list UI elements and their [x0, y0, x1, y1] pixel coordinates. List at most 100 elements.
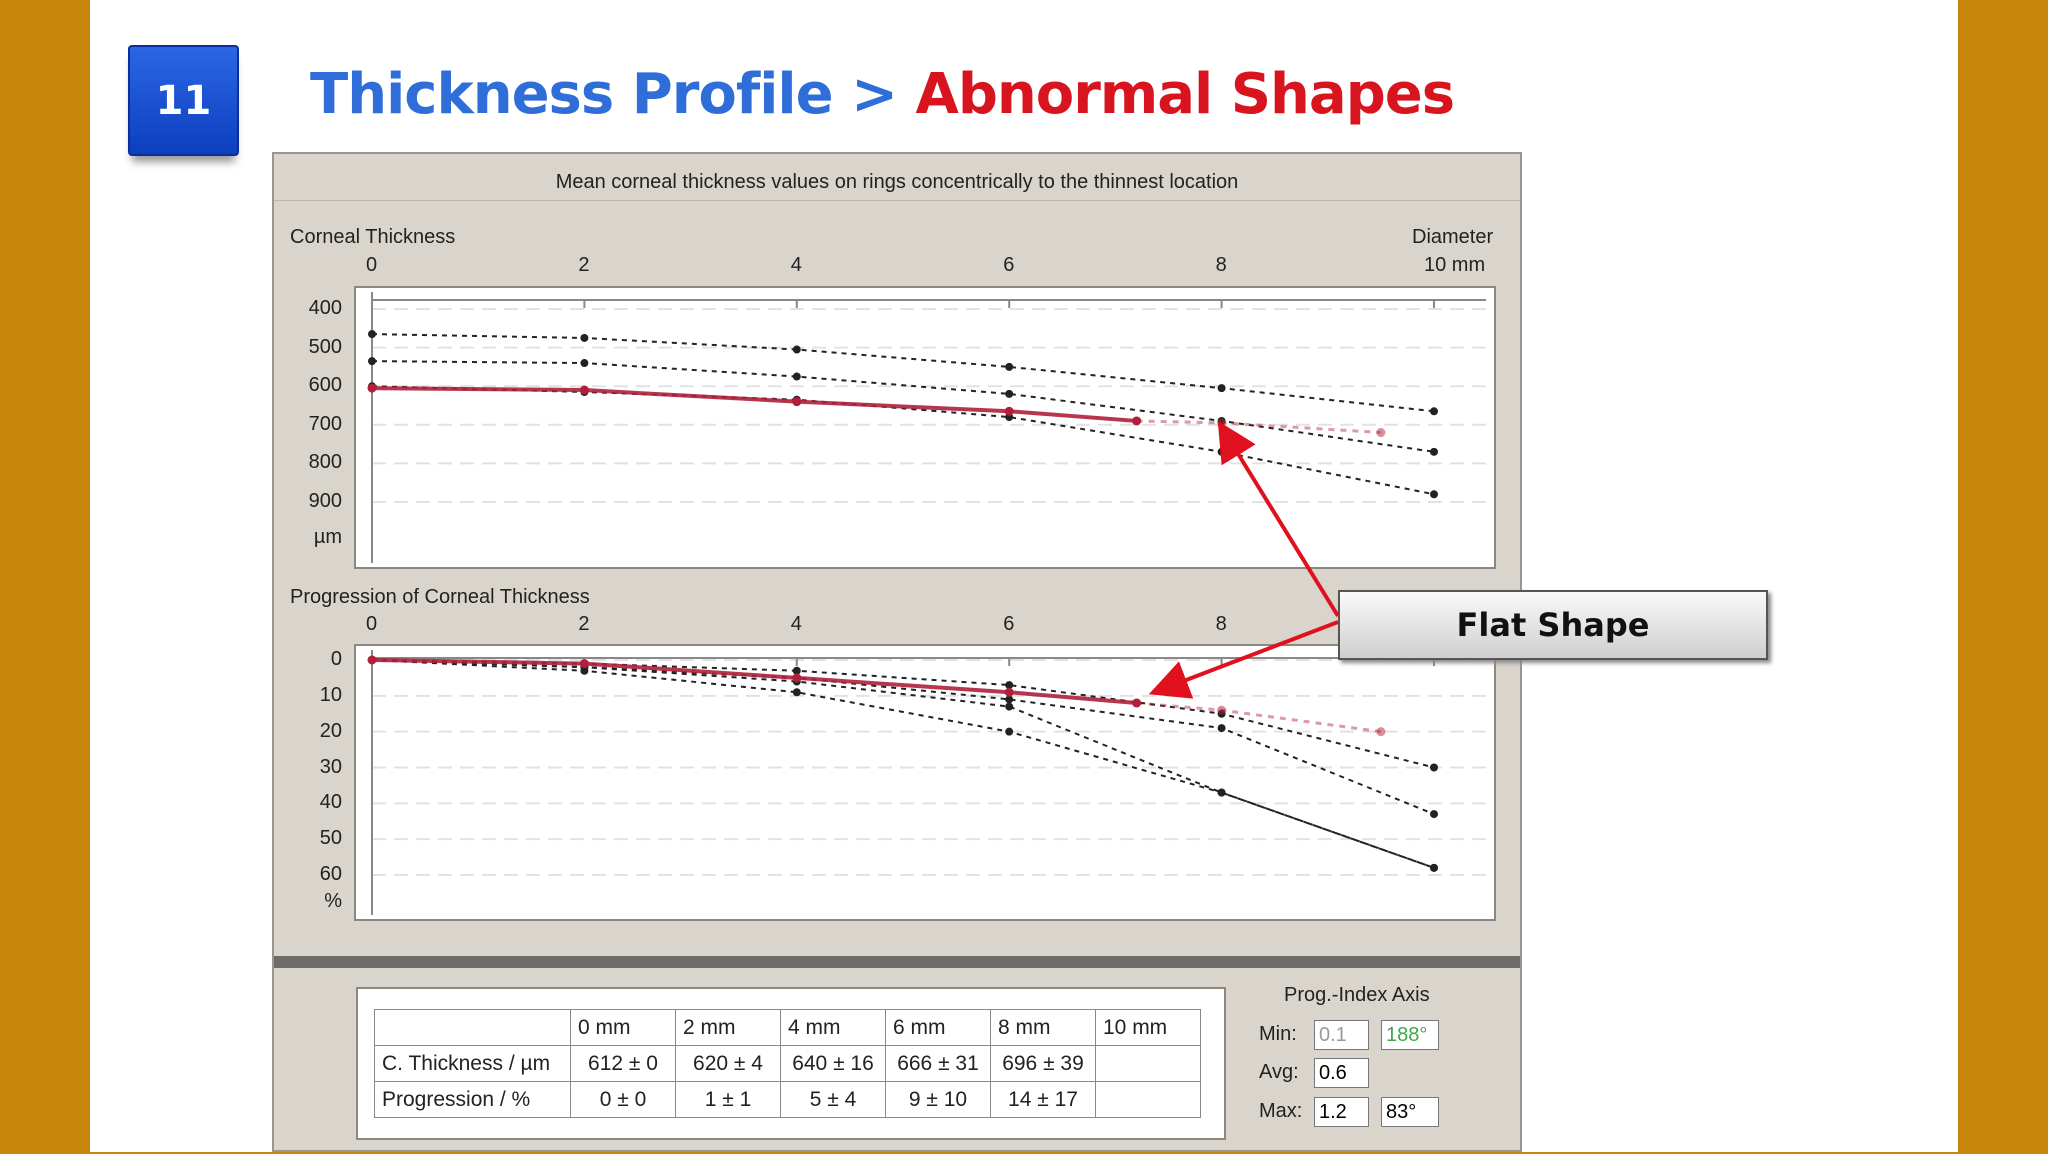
table-cell: 0 ± 0: [570, 1081, 676, 1118]
corneal-thickness-plot: [354, 286, 1496, 569]
data-point: [792, 345, 801, 354]
y-tick-label: 60: [319, 863, 342, 885]
data-point: [792, 372, 801, 381]
prog-index-title: Prog.-Index Axis: [1284, 984, 1430, 1006]
table-cell: 6 mm: [885, 1009, 991, 1046]
data-point: [580, 333, 589, 342]
x-tick-label: 2: [578, 613, 590, 635]
table-cell: 10 mm: [1095, 1009, 1201, 1046]
table-cell: 1 ± 1: [675, 1081, 781, 1118]
table-cell: 8 mm: [990, 1009, 1096, 1046]
y-tick-label: 800: [308, 451, 342, 474]
min-angle-field[interactable]: 188°: [1381, 1020, 1439, 1050]
data-point: [792, 688, 801, 697]
summary-table-frame: 0 mm 2 mm 4 mm 6 mm 8 mm 10 mm C. Thickn…: [356, 987, 1226, 1140]
table-cell: 640 ± 16: [780, 1045, 886, 1082]
table-cell: 620 ± 4: [675, 1045, 781, 1082]
data-point: [1132, 698, 1142, 708]
series-line: [371, 659, 1435, 869]
min-label: Min:: [1259, 1023, 1297, 1045]
data-point: [367, 655, 377, 665]
data-point: [1430, 863, 1438, 872]
data-point: [368, 330, 376, 339]
data-point: [792, 397, 802, 407]
table-row: Progression / % 0 ± 0 1 ± 1 5 ± 4 9 ± 10…: [374, 1081, 1201, 1118]
data-point: [580, 359, 589, 368]
x-tick-label: 0: [366, 254, 378, 276]
x-tick-label: 6: [1003, 613, 1015, 635]
data-point: [1217, 418, 1227, 428]
table-cell: [374, 1009, 571, 1046]
data-point: [1430, 490, 1438, 499]
avg-value-field[interactable]: 0.6: [1314, 1058, 1369, 1088]
series-line: [371, 385, 1435, 496]
progression-chart: [367, 650, 1486, 915]
y-tick-label: 500: [308, 335, 342, 358]
table-row: C. Thickness / µm 612 ± 0 620 ± 4 640 ± …: [374, 1045, 1201, 1082]
table-cell: Progression / %: [374, 1081, 571, 1118]
x-tick-label: 0: [366, 613, 378, 635]
series-line: [371, 659, 1435, 869]
data-point: [1005, 389, 1014, 398]
table-cell: 696 ± 39: [990, 1045, 1096, 1082]
x-tick-label: 4: [790, 254, 802, 276]
data-point: [368, 357, 376, 366]
data-point: [579, 385, 589, 395]
table-cell: 2 mm: [675, 1009, 781, 1046]
data-point: [1217, 384, 1226, 393]
data-point: [792, 666, 801, 675]
data-point: [1217, 447, 1226, 456]
data-point: [1217, 724, 1226, 733]
top-chart-diameter-label: Diameter: [1412, 226, 1494, 248]
table-cell: 0 mm: [570, 1009, 676, 1046]
top-chart-title: Corneal Thickness: [290, 226, 456, 248]
x-tick-label: 2: [578, 254, 590, 276]
data-point: [1005, 727, 1014, 736]
table-header-row: 0 mm 2 mm 4 mm 6 mm 8 mm 10 mm: [374, 1009, 1201, 1046]
prog-index-axis-group: Prog.-Index Axis Min: 0.1 188° Avg: 0.6 …: [1259, 984, 1499, 1154]
table-cell: 4 mm: [780, 1009, 886, 1046]
data-point: [1005, 702, 1014, 711]
x-tick-label: 4: [790, 613, 802, 635]
x-tick-label: 6: [1003, 254, 1015, 276]
table-cell: 5 ± 4: [780, 1081, 886, 1118]
title-part1: Thickness Profile >: [310, 62, 916, 127]
slide-number-badge: 11: [128, 45, 239, 156]
top-chart-unit-label: 10 mm: [1424, 254, 1486, 276]
data-point: [1217, 705, 1227, 715]
table-cell: 9 ± 10: [885, 1081, 991, 1118]
data-point: [1005, 695, 1014, 704]
table-cell: 612 ± 0: [570, 1045, 676, 1082]
summary-table: 0 mm 2 mm 4 mm 6 mm 8 mm 10 mm C. Thickn…: [374, 1009, 1201, 1118]
data-point: [1430, 447, 1438, 456]
progression-plot: [354, 644, 1496, 921]
y-tick-label: 0: [330, 648, 342, 670]
y-tick-label: 40: [319, 791, 342, 814]
bottom-chart-title: Progression of Corneal Thickness: [290, 586, 590, 608]
y-tick-label: 30: [319, 755, 342, 778]
panel-caption: Mean corneal thickness values on rings c…: [274, 164, 1520, 201]
data-point: [580, 666, 589, 675]
y-tick-label: 10: [319, 683, 342, 706]
table-cell: C. Thickness / µm: [374, 1045, 571, 1082]
x-tick-label: 8: [1215, 254, 1227, 276]
data-point: [1430, 763, 1438, 772]
series-line: [371, 659, 1435, 816]
data-point: [367, 383, 377, 393]
max-angle-field[interactable]: 83°: [1381, 1097, 1439, 1127]
data-point: [792, 673, 802, 683]
data-point: [1430, 810, 1438, 819]
y-tick-label: 20: [319, 719, 342, 742]
y-tick-label: 600: [308, 374, 342, 397]
table-cell: 14 ± 17: [990, 1081, 1096, 1118]
slide-title: Thickness Profile > Abnormal Shapes: [310, 62, 1455, 127]
flat-shape-callout: Flat Shape: [1338, 590, 1768, 660]
series-line: [371, 360, 1435, 453]
data-point: [1430, 407, 1438, 416]
data-point: [1376, 727, 1386, 737]
min-value-field[interactable]: 0.1: [1314, 1020, 1369, 1050]
data-point: [1005, 362, 1014, 371]
max-value-field[interactable]: 1.2: [1314, 1097, 1369, 1127]
table-cell: [1095, 1045, 1201, 1082]
thickness-profile-panel: Mean corneal thickness values on rings c…: [272, 152, 1522, 1152]
